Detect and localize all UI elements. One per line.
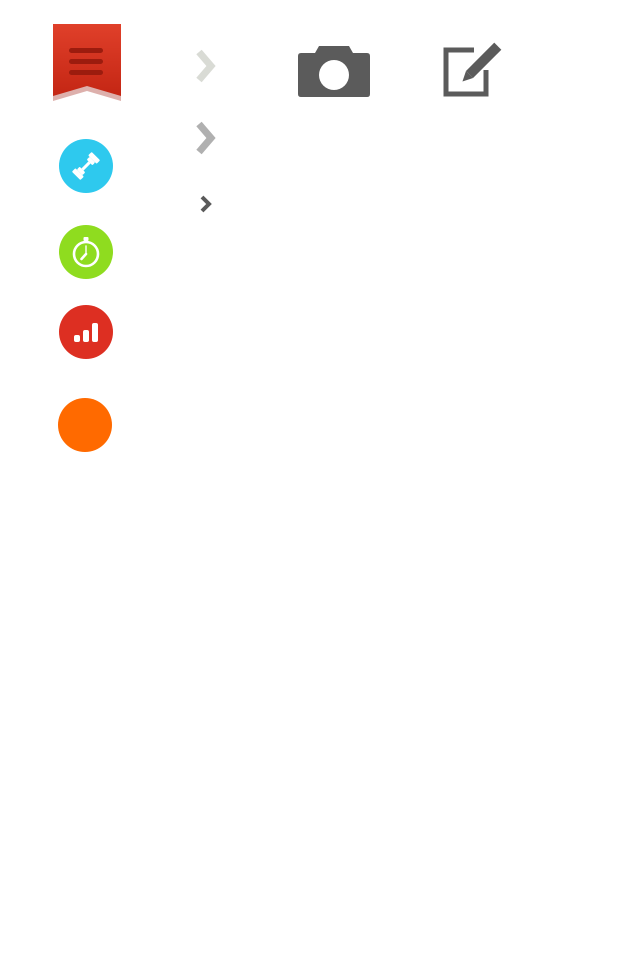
menu-ribbon-button[interactable] [52,24,122,104]
edit-button[interactable] [440,42,502,98]
menu-ribbon-icon [53,24,121,101]
orange-dot-button[interactable] [58,398,112,452]
chevron-button-2[interactable] [193,120,223,156]
stats-button[interactable] [59,305,113,359]
edit-icon [443,42,502,97]
chevron-button-1[interactable] [193,48,223,84]
stopwatch-icon [72,237,100,268]
chevron-right-icon [196,121,216,155]
camera-button[interactable] [297,44,371,98]
dumbbell-icon [72,152,100,180]
chevron-right-icon [196,49,216,83]
workouts-button[interactable] [59,139,113,193]
chevron-button-3[interactable] [198,194,216,214]
timer-button[interactable] [59,225,113,279]
chevron-right-icon [200,195,212,213]
bar-chart-icon [74,323,98,342]
camera-icon [298,46,370,97]
